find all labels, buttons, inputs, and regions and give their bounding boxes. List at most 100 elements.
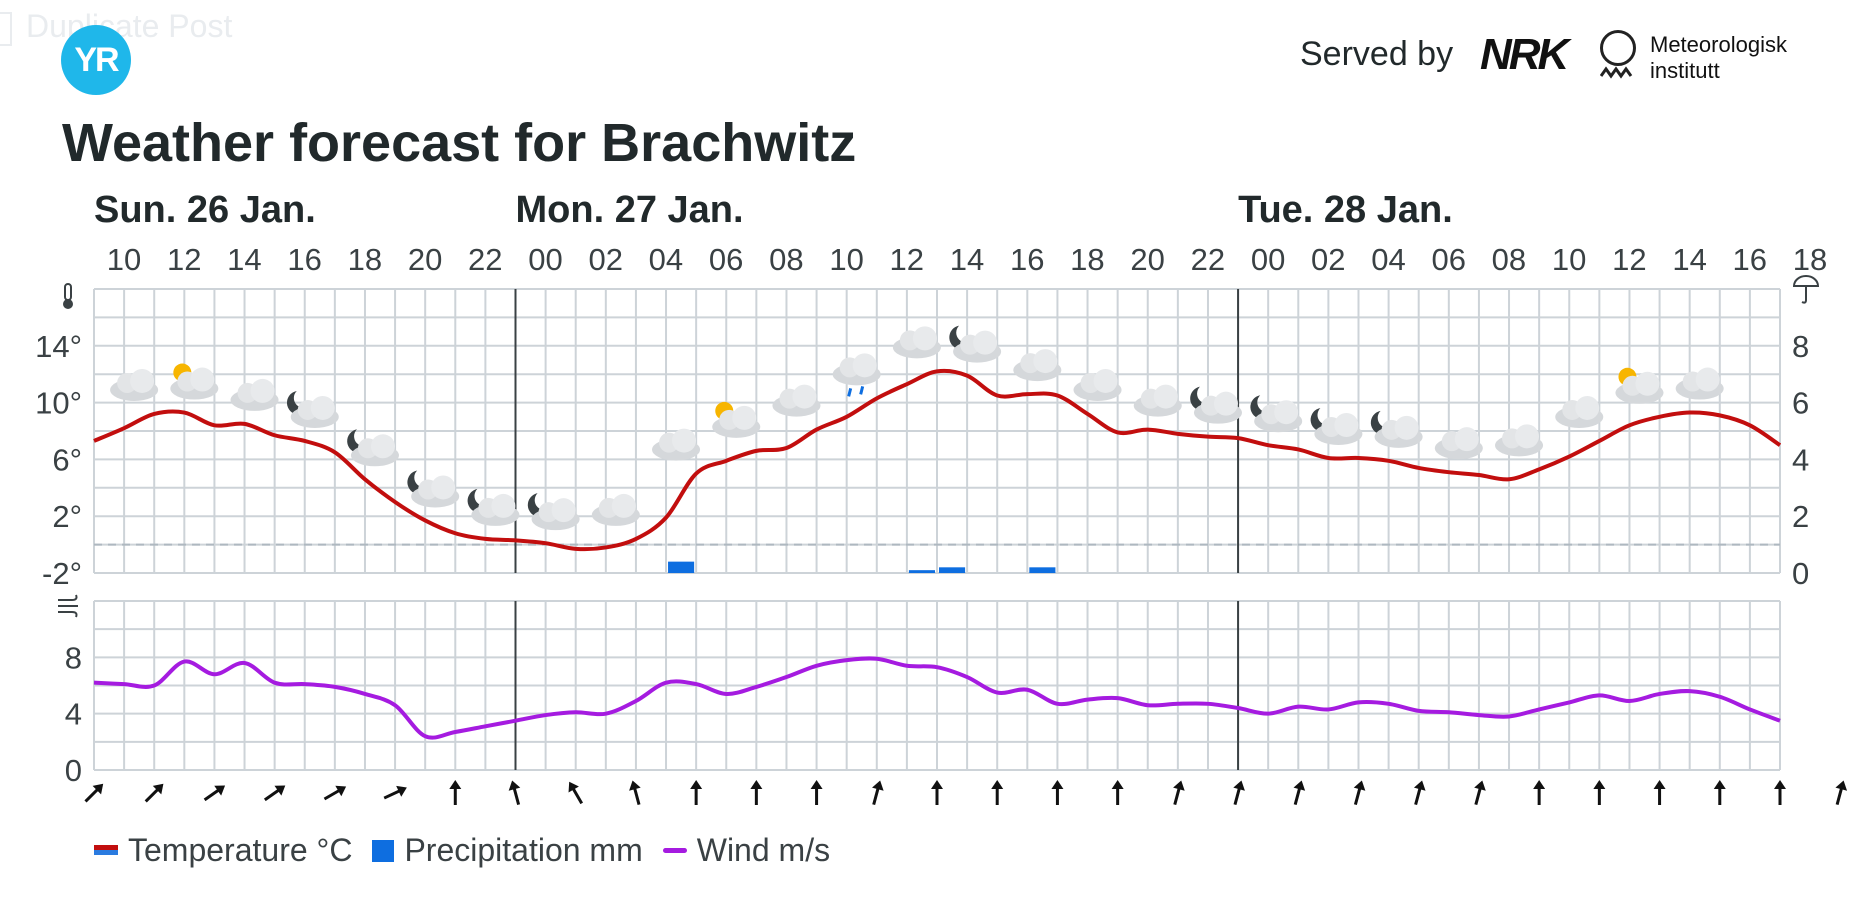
legend-temperature: Temperature °C bbox=[94, 832, 352, 869]
nrk-logo[interactable]: NRK bbox=[1480, 30, 1569, 79]
wind-arrow-icon bbox=[629, 780, 641, 805]
wind-arrow-icon bbox=[203, 785, 226, 802]
met-logo-line2: institutt bbox=[1650, 58, 1720, 83]
wind-axis-label: 4 bbox=[65, 697, 82, 732]
wind-arrow-icon bbox=[84, 783, 104, 803]
hour-tick-label: 08 bbox=[1492, 242, 1526, 277]
grid bbox=[93, 288, 1781, 771]
wind-axis-label: 8 bbox=[65, 640, 82, 675]
hour-tick-label: 02 bbox=[588, 242, 622, 277]
temp-axis-label: 10° bbox=[35, 386, 82, 421]
overlay-text: Duplicate Post bbox=[26, 8, 233, 44]
cloud-night-icon bbox=[1370, 410, 1423, 448]
duplicate-post-overlay: Duplicate Post bbox=[0, 8, 232, 46]
hour-tick-label: 18 bbox=[1070, 242, 1104, 277]
hour-tick-label: 14 bbox=[1672, 242, 1706, 277]
chart-legend: Temperature °C Precipitation mm Wind m/s bbox=[94, 832, 850, 869]
wind-arrow-icon bbox=[931, 780, 943, 805]
wind-arrow-icon bbox=[1474, 780, 1486, 805]
hour-tick-label: 10 bbox=[1552, 242, 1586, 277]
day-label: Tue. 28 Jan. bbox=[1238, 189, 1453, 231]
wind-arrow-icon bbox=[383, 785, 407, 800]
hour-tick-label: 08 bbox=[769, 242, 803, 277]
hour-tick-label: 10 bbox=[829, 242, 863, 277]
precip-axis-label: 2 bbox=[1792, 499, 1809, 534]
overlay-checkbox-icon bbox=[0, 11, 12, 46]
hour-tick-label: 18 bbox=[1793, 242, 1827, 277]
cloud-night-icon bbox=[286, 390, 339, 428]
cloudy-icon bbox=[591, 493, 640, 526]
wind-arrow-icon bbox=[263, 785, 286, 802]
wind-arrow-icon bbox=[1774, 780, 1786, 805]
met-logo[interactable]: Meteorologisk institutt bbox=[1650, 32, 1787, 84]
temperature-swatch bbox=[94, 844, 118, 857]
wind-arrow-icon bbox=[1353, 780, 1366, 805]
cloudy-icon bbox=[652, 428, 701, 461]
cloudy-icon bbox=[1133, 384, 1182, 417]
precipitation-bar bbox=[908, 570, 935, 573]
legend-precipitation: Precipitation mm bbox=[372, 832, 643, 869]
wind-arrow-icon bbox=[568, 781, 584, 805]
partly-sunny-icon bbox=[712, 401, 761, 438]
legend-temperature-label: Temperature °C bbox=[128, 832, 353, 868]
wind-icon bbox=[58, 594, 78, 618]
cloudy-icon bbox=[230, 378, 279, 411]
cloudy-icon bbox=[1434, 427, 1483, 460]
page-title: Weather forecast for Brachwitz bbox=[62, 113, 857, 173]
precip-axis-label: 6 bbox=[1792, 386, 1809, 421]
hour-tick-label: 14 bbox=[950, 242, 984, 277]
cloud-night-icon bbox=[467, 488, 520, 526]
cloud-night-icon bbox=[949, 325, 1002, 363]
hour-tick-label: 02 bbox=[1311, 242, 1345, 277]
hour-tick-label: 04 bbox=[1371, 242, 1405, 277]
precipitation-bar bbox=[668, 561, 695, 573]
wind-arrow-icon bbox=[508, 780, 521, 805]
hour-tick-label: 14 bbox=[227, 242, 261, 277]
legend-wind: Wind m/s bbox=[662, 832, 831, 869]
temp-axis-label: 14° bbox=[35, 329, 82, 364]
met-waves-icon bbox=[1600, 66, 1633, 79]
hour-tick-label: 12 bbox=[1612, 242, 1646, 277]
hour-tick-label: 16 bbox=[1733, 242, 1767, 277]
wind-arrow-icon bbox=[144, 783, 164, 803]
hour-tick-label: 00 bbox=[1251, 242, 1285, 277]
partly-sunny-icon bbox=[1615, 367, 1664, 404]
wind-arrow-icon bbox=[1835, 780, 1848, 805]
wind-arrow-icon bbox=[323, 785, 347, 801]
wind-axis-label: 0 bbox=[65, 753, 82, 788]
temperature-line bbox=[93, 368, 1782, 552]
precip-axis-label: 0 bbox=[1792, 556, 1809, 591]
hour-tick-label: 10 bbox=[107, 242, 141, 277]
hour-tick-label: 16 bbox=[1010, 242, 1044, 277]
hour-tick-label: 06 bbox=[1431, 242, 1465, 277]
precip-axis-label: 8 bbox=[1792, 329, 1809, 364]
yr-logo[interactable]: YR bbox=[61, 25, 131, 95]
hour-tick-label: 12 bbox=[167, 242, 201, 277]
temp-axis-label: 2° bbox=[52, 499, 82, 534]
day-label: Mon. 27 Jan. bbox=[516, 189, 744, 231]
wind-arrow-icon bbox=[1293, 780, 1306, 805]
day-label: Sun. 26 Jan. bbox=[94, 189, 316, 231]
cloudy-icon bbox=[1555, 395, 1604, 428]
wind-arrow-icon bbox=[1413, 780, 1426, 805]
hour-tick-label: 18 bbox=[348, 242, 382, 277]
temp-axis-label: 6° bbox=[52, 442, 82, 477]
cloud-night-icon bbox=[1310, 407, 1363, 445]
cloudy-icon bbox=[1495, 424, 1544, 457]
partly-sunny-icon bbox=[170, 363, 219, 400]
wind-line bbox=[93, 656, 1781, 740]
cloud-night-icon bbox=[407, 470, 460, 508]
legend-wind-label: Wind m/s bbox=[696, 832, 831, 868]
precipitation-swatch bbox=[372, 839, 395, 862]
wind-arrow-icon bbox=[1653, 780, 1666, 805]
wind-arrow-icon bbox=[810, 780, 823, 805]
hour-tick-label: 04 bbox=[649, 242, 683, 277]
wind-arrow-icon bbox=[690, 780, 703, 805]
cloud-night-icon bbox=[1250, 395, 1303, 433]
wind-arrow-icon bbox=[449, 780, 462, 805]
cloud-night-icon bbox=[1190, 386, 1242, 424]
wind-arrow-icon bbox=[1173, 780, 1185, 805]
wind-arrow-icon bbox=[750, 780, 763, 805]
cloudy-icon bbox=[772, 384, 821, 417]
